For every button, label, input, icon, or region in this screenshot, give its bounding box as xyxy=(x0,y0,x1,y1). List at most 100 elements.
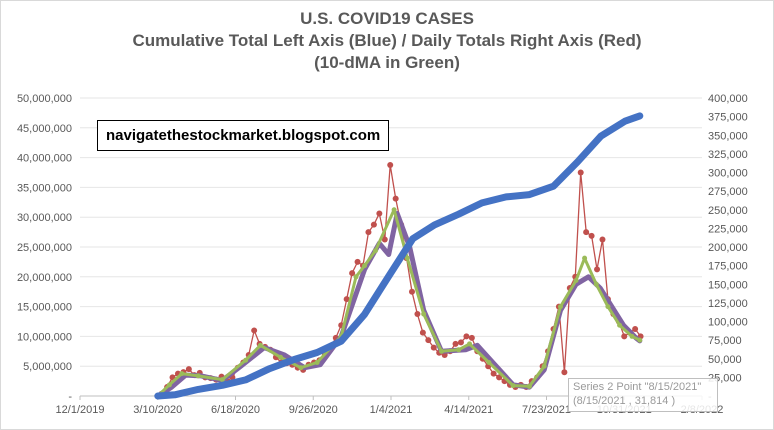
y-left-tick-label: 10,000,000 xyxy=(17,331,72,343)
y-left-tick-label: 30,000,000 xyxy=(17,212,72,224)
daily-cases-point xyxy=(452,340,459,347)
x-tick-label: 7/23/2021 xyxy=(522,404,571,416)
ten-day-average-point xyxy=(219,377,225,383)
ten-day-average-point xyxy=(404,255,410,261)
daily-cases-point xyxy=(561,369,568,376)
daily-cases-point xyxy=(408,288,415,295)
daily-cases-point xyxy=(457,339,464,346)
ten-day-average-point xyxy=(541,363,547,369)
blog-url-annotation: navigatethestockmarket.blogspot.com xyxy=(97,120,390,151)
y-left-tick-label: 45,000,000 xyxy=(17,123,72,135)
ten-day-average-line xyxy=(156,208,641,397)
daily-cases-point xyxy=(251,327,258,334)
chart-title: U.S. COVID19 CASES xyxy=(300,9,474,28)
daily-cases-point xyxy=(496,374,503,381)
ten-day-average-point xyxy=(456,347,462,353)
ten-day-average-point xyxy=(372,248,378,254)
ten-day-average-point xyxy=(243,357,249,363)
y-right-tick-label: 200,000 xyxy=(708,242,748,254)
ten-day-average-point xyxy=(617,322,623,328)
daily-cases-point xyxy=(632,325,639,332)
ten-day-average-point xyxy=(467,341,473,347)
daily-cases-point xyxy=(185,366,192,373)
cumulative-cases-line xyxy=(154,112,644,400)
y-right-tick-label: 375,000 xyxy=(708,112,748,124)
y-left-tick-label: 50,000,000 xyxy=(17,93,72,105)
ten-day-average-point xyxy=(391,207,397,213)
daily-cases-point xyxy=(370,221,377,228)
tooltip-line-1: Series 2 Point "8/15/2021" xyxy=(573,381,702,393)
x-tick-label: 3/10/2020 xyxy=(133,404,182,416)
daily-cases-point xyxy=(414,311,421,318)
daily-cases-point xyxy=(588,232,595,239)
ten-day-average-point xyxy=(166,382,172,388)
y-left-tick-label: - xyxy=(68,391,72,403)
ten-day-average-point xyxy=(573,278,579,284)
y-left-tick-label: 40,000,000 xyxy=(17,153,72,165)
ten-day-average-point xyxy=(593,281,599,287)
daily-cases-point xyxy=(468,334,475,341)
y-right-tick-label: 400,000 xyxy=(708,93,748,105)
daily-cases-point xyxy=(392,195,399,202)
daily-cases-point xyxy=(621,333,628,340)
ten-day-average-point xyxy=(421,311,427,317)
y-right-tick-label: 250,000 xyxy=(708,205,748,217)
daily-cases-point xyxy=(463,333,470,340)
data-point-tooltip: Series 2 Point "8/15/2021" (8/15/2021 , … xyxy=(568,378,718,412)
smoothed-average-line xyxy=(155,211,643,399)
y-left-tick-label: 35,000,000 xyxy=(17,182,72,194)
ten-day-average-point xyxy=(179,371,185,377)
daily-cases-point xyxy=(387,162,394,169)
ten-day-average-point xyxy=(557,304,563,310)
daily-cases-point xyxy=(583,229,590,236)
ten-day-average-point xyxy=(195,373,201,379)
y-left-tick-label: 20,000,000 xyxy=(17,272,72,284)
daily-cases-point xyxy=(425,337,432,344)
daily-cases-point xyxy=(430,344,437,351)
ten-day-average-point xyxy=(526,383,532,389)
daily-cases-point xyxy=(343,296,350,303)
chart-title-block: U.S. COVID19 CASES Cumulative Total Left… xyxy=(0,8,774,74)
y-right-tick-label: 75,000 xyxy=(708,335,742,347)
y-right-tick-label: 350,000 xyxy=(708,130,748,142)
daily-cases-point xyxy=(419,329,426,336)
x-tick-label: 6/18/2020 xyxy=(211,404,260,416)
x-tick-label: 4/14/2021 xyxy=(444,404,493,416)
ten-day-average-point xyxy=(510,383,516,389)
x-tick-label: 1/4/2021 xyxy=(370,404,413,416)
series-layer xyxy=(154,112,644,400)
daily-cases-point xyxy=(365,229,372,236)
y-right-tick-label: 325,000 xyxy=(708,149,748,161)
y-left-tick-label: 15,000,000 xyxy=(17,302,72,314)
ten-day-average-point xyxy=(298,365,304,371)
tooltip-line-2: (8/15/2021 , 31,814 ) xyxy=(573,395,676,407)
daily-cases-point xyxy=(381,236,388,243)
y-right-tick-label: 300,000 xyxy=(708,168,748,180)
daily-cases-point xyxy=(349,270,356,277)
ten-day-average-point xyxy=(314,359,320,365)
ten-day-average-point xyxy=(257,342,263,348)
chart-subtitle: Cumulative Total Left Axis (Blue) / Dail… xyxy=(132,31,642,50)
daily-cases-point xyxy=(376,210,383,217)
ten-day-average-point xyxy=(582,255,588,261)
y-right-tick-label: 275,000 xyxy=(708,186,748,198)
x-tick-label: 9/26/2020 xyxy=(289,404,338,416)
daily-cases-point xyxy=(599,236,606,243)
x-tick-label: 12/1/2019 xyxy=(56,404,105,416)
chart-subtitle-2: (10-dMA in Green) xyxy=(314,53,460,72)
y-right-tick-label: 100,000 xyxy=(708,317,748,329)
daily-cases-line xyxy=(161,164,642,395)
ten-day-average-point xyxy=(362,263,368,269)
ten-day-average-point xyxy=(637,337,643,343)
y-right-tick-label: 150,000 xyxy=(708,279,748,291)
ten-day-average-point xyxy=(439,348,445,354)
y-right-tick-label: 225,000 xyxy=(708,223,748,235)
ten-day-average-point xyxy=(629,333,635,339)
ten-day-average-point xyxy=(605,304,611,310)
y-left-tick-label: 25,000,000 xyxy=(17,242,72,254)
daily-cases-point xyxy=(490,370,497,377)
daily-cases-point xyxy=(577,169,584,176)
daily-cases-point xyxy=(354,258,361,265)
axis-layer: - 5,000,000 10,000,000 15,000,000 20,000,000… xyxy=(17,93,748,416)
y-left-tick-label: 5,000,000 xyxy=(23,361,72,373)
